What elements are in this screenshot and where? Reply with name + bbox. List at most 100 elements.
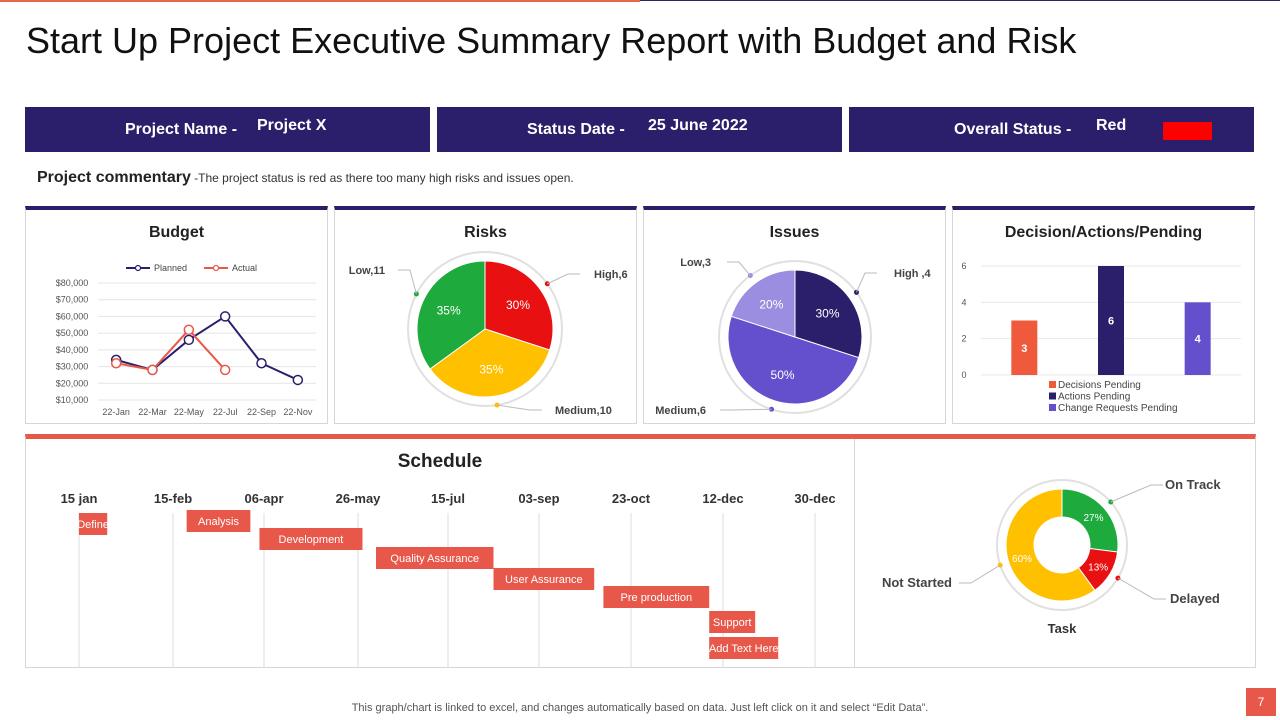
- schedule-gantt-chart: 15 jan 15-feb 06-apr 26-may 15-jul 03-sep 23-o…: [61, 477, 1221, 668]
- overall-status-value: Red: [1096, 117, 1127, 134]
- schedule-task-label: Analysis: [198, 516, 239, 528]
- schedule-date-label: 15 jan: [61, 491, 98, 506]
- schedule-task-bar: [259, 528, 363, 550]
- risks-slice: [484, 260, 554, 351]
- schedule-task-bar: [709, 637, 779, 659]
- decisions-legend-label: Actions Pending: [1058, 392, 1130, 403]
- issues-slice: [727, 315, 860, 405]
- issues-slice: [794, 269, 863, 359]
- schedule-task-bar: [493, 568, 595, 590]
- schedule-task-bar: [79, 513, 108, 535]
- budget-xtick-label: 22-Jan: [102, 407, 130, 417]
- schedule-task-label: Define: [77, 519, 109, 531]
- budget-ytick-label: $60,000: [56, 311, 89, 321]
- risks-slice-percent: 35%: [479, 362, 503, 376]
- decisions-bar-value: 6: [1108, 316, 1114, 328]
- issues-callout-dot: [769, 406, 775, 412]
- issues-callout-line: [727, 261, 751, 276]
- project-name-value: Project X: [257, 117, 327, 134]
- task-slice-label: Delayed: [1170, 591, 1220, 606]
- budget-data-point: [219, 364, 231, 376]
- budget-ytick-label: $80,000: [56, 278, 89, 288]
- decisions-bar-value: 3: [1021, 343, 1027, 355]
- decisions-bar: [1098, 266, 1124, 375]
- schedule-date-label: 03-sep: [518, 491, 559, 506]
- schedule-task-label: User Assurance: [505, 574, 583, 586]
- budget-series-line-actual: [115, 328, 226, 371]
- budget-title: Budget: [148, 224, 205, 241]
- task-slice: [1061, 488, 1119, 553]
- budget-legend-label: Planned: [154, 263, 187, 273]
- decisions-legend-label: Change Requests Pending: [1058, 403, 1178, 414]
- task-callout-line: [1117, 577, 1166, 600]
- decisions-legend-swatch: [1049, 392, 1056, 400]
- risks-callout-line: [398, 269, 417, 295]
- issues-slice-percent: 50%: [771, 368, 795, 382]
- budget-ytick-label: $70,000: [56, 295, 89, 305]
- budget-data-point: [110, 357, 122, 369]
- schedule-task-label: Pre production: [621, 592, 693, 604]
- risks-slice: [429, 328, 551, 398]
- risks-slice-percent: 35%: [437, 303, 461, 317]
- issues-pie-chart: 30% High ,4 50% Medium,6 20% Low,3: [655, 257, 932, 417]
- risks-panel: 30% High,6 35% Medium,10 35% Low,11 Risks: [334, 206, 637, 424]
- schedule-date-label: 15-jul: [431, 491, 465, 506]
- top-accent-line: [0, 0, 640, 2]
- status-color-indicator: [1163, 122, 1212, 140]
- issues-slice: [730, 269, 796, 338]
- task-slice-percent: 27%: [1083, 513, 1103, 524]
- risks-slice: [416, 260, 486, 370]
- schedule-date-label: 06-apr: [244, 491, 283, 506]
- schedule-task-bar: [603, 586, 710, 608]
- budget-xtick-label: 22-Sep: [247, 407, 276, 417]
- schedule-divider: [854, 439, 855, 668]
- task-slice-label: Not Started: [882, 575, 952, 590]
- decisions-ytick-label: 2: [961, 334, 966, 344]
- budget-ytick-label: $30,000: [56, 362, 89, 372]
- footer-note: This graph/chart is linked to excel, and…: [351, 702, 929, 714]
- issues-callout-line: [856, 272, 877, 293]
- decisions-legend-swatch: [1049, 404, 1056, 411]
- schedule-date-label: 26-may: [336, 491, 382, 506]
- task-donut-title: Task: [1048, 621, 1077, 636]
- schedule-task-bar: [709, 611, 756, 633]
- schedule-task-label: Quality Assurance: [390, 553, 479, 565]
- decisions-bar: [1184, 302, 1211, 375]
- budget-series-line-planned: [115, 315, 299, 381]
- budget-legend-marker: [134, 264, 142, 272]
- overall-status-box: Overall Status - Red: [849, 107, 1254, 152]
- budget-panel: $80,000 $70,000 $60,000 $50,000 $40,000 $30,0…: [25, 206, 328, 424]
- budget-xtick-label: 22-Nov: [283, 407, 313, 417]
- decisions-ytick-label: 4: [961, 297, 966, 307]
- budget-data-point: [219, 311, 231, 322]
- risks-callout-line: [547, 273, 580, 285]
- issues-slice-label: High ,4: [894, 268, 932, 280]
- schedule-date-label: 30-dec: [794, 491, 835, 506]
- task-slice-label: On Track: [1165, 477, 1221, 492]
- issues-callout-line: [720, 408, 772, 411]
- schedule-task-label: Development: [279, 534, 344, 546]
- schedule-task-bar: [376, 547, 494, 569]
- risks-callout-line: [496, 404, 542, 411]
- schedule-date-label: 12-dec: [702, 491, 743, 506]
- issues-slice-percent: 20%: [759, 297, 783, 311]
- budget-xtick-label: 22-Jul: [213, 407, 238, 417]
- task-slice: [1005, 488, 1096, 602]
- issues-panel: 30% High ,4 50% Medium,6 20% Low,3 Issues: [643, 206, 946, 424]
- project-name-box: Project Name - Project X: [25, 107, 430, 152]
- risks-slice-percent: 30%: [506, 298, 530, 312]
- budget-xtick-label: 22-Mar: [138, 407, 167, 417]
- budget-data-point: [183, 334, 195, 346]
- budget-ytick-label: $10,000: [56, 395, 89, 405]
- budget-data-point: [183, 324, 195, 336]
- decisions-ytick-label: 0: [961, 370, 966, 380]
- issues-slice-percent: 30%: [816, 306, 840, 320]
- issues-title: Issues: [769, 224, 820, 241]
- status-date-value: 25 June 2022: [648, 117, 748, 134]
- risks-title: Risks: [464, 224, 507, 241]
- budget-data-point: [147, 364, 158, 376]
- decisions-legend-swatch: [1049, 381, 1056, 388]
- budget-data-point: [292, 374, 304, 386]
- schedule-task-bar: [186, 510, 251, 532]
- budget-ytick-label: $40,000: [56, 345, 89, 355]
